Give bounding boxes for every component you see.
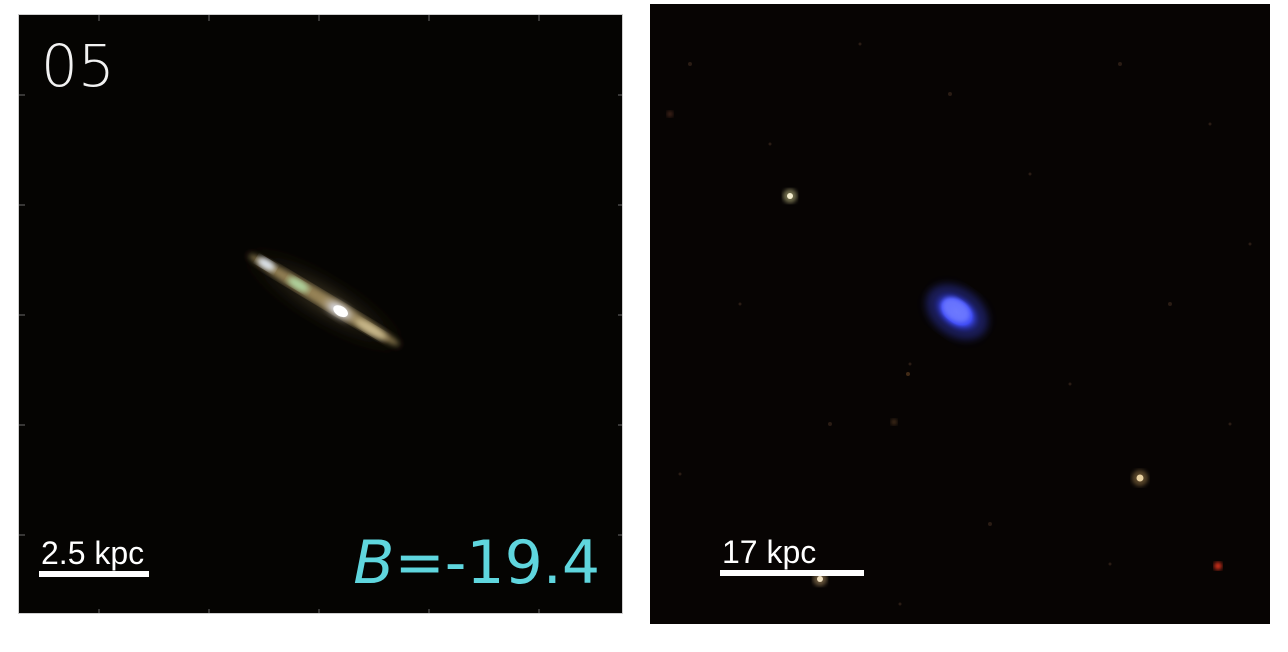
scale-bar (720, 570, 864, 576)
magnitude-value: =-19.4 (394, 528, 600, 598)
observed-galaxy-panel: 17 kpc (650, 4, 1270, 624)
edge-on-galaxy (233, 242, 415, 358)
background-stars (667, 111, 1222, 586)
galaxy-image-left (19, 15, 622, 613)
scale-bar-label: 2.5 kpc (41, 535, 145, 571)
galaxy-id-label: 05 (41, 32, 115, 100)
simulated-galaxy-panel: 05 2.5 kpc B=-19.4 (18, 14, 623, 614)
background-noise (678, 42, 1252, 606)
scale-bar (39, 571, 149, 577)
blue-compact-galaxy (925, 284, 989, 340)
magnitude-band: B (353, 528, 395, 598)
scale-bar-label: 17 kpc (722, 534, 817, 570)
galaxy-image-right (667, 42, 1252, 606)
frame-ticks (19, 15, 622, 613)
magnitude-label: B=-19.4 (353, 533, 600, 593)
